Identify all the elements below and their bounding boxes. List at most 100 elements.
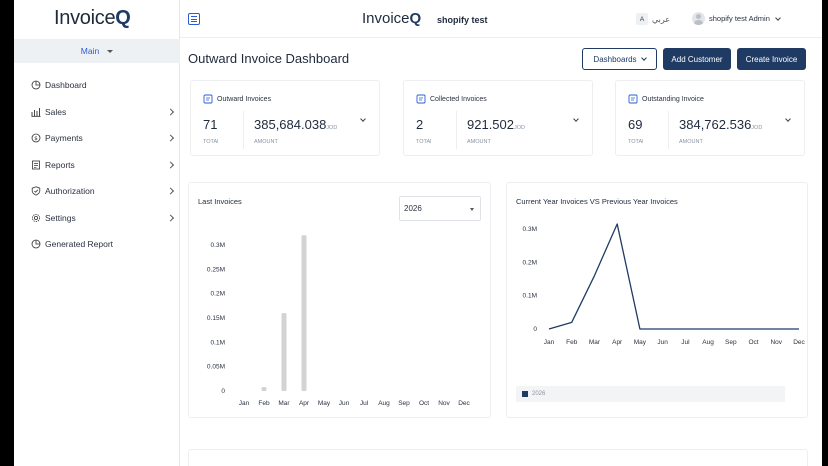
line-chart: 0 0.1M 0.2M 0.3M Jan Feb Mar Apr May Jun Jul Aug Sep…	[523, 223, 806, 346]
header-logo-mark: Q	[409, 10, 422, 27]
x-tick-label: Sep	[398, 400, 410, 407]
card-amount-value: 385,684.038	[254, 117, 327, 132]
card-divider	[243, 111, 244, 149]
language-switch[interactable]: A عربي	[636, 13, 670, 25]
x-tick-label: Apr	[612, 339, 623, 346]
x-tick-label: Mar	[589, 339, 601, 346]
sidebar-menu: Dashboard Sales $ Payments Rep	[14, 72, 180, 258]
app-frame: Invoice Q Main Dashboard Sales	[14, 0, 822, 466]
add-customer-button[interactable]: Add Customer	[663, 48, 731, 70]
create-invoice-button[interactable]: Create Invoice	[737, 48, 806, 70]
x-tick-label: Jan	[239, 400, 250, 407]
card-header: Outstanding Invoice	[628, 94, 704, 104]
y-tick-label: 0.1M	[523, 293, 537, 300]
menu-section-select[interactable]: Main	[14, 39, 180, 63]
y-tick-label: 0.3M	[523, 226, 537, 233]
user-menu[interactable]: shopify test Admin	[692, 12, 781, 25]
sidebar-item-reports[interactable]: Reports	[14, 152, 180, 179]
card-amount: 385,684.038JOD	[254, 117, 337, 132]
x-tick-label: Jun	[339, 400, 350, 407]
sidebar-item-label: Dashboard	[45, 80, 87, 91]
x-tick-label: Feb	[258, 400, 270, 407]
panel-title: Last Invoices	[198, 197, 242, 206]
chart-legend[interactable]: 2026	[516, 386, 785, 402]
chevron-right-icon	[166, 187, 175, 195]
bar	[261, 387, 267, 391]
sidebar-item-label: Authorization	[45, 186, 95, 197]
sidebar-item-label: Settings	[45, 212, 76, 223]
sidebar-item-label: Sales	[45, 106, 67, 117]
sidebar-item-settings[interactable]: Settings	[14, 205, 180, 232]
logo-text: Invoice	[54, 7, 116, 29]
card-title: Outstanding Invoice	[642, 95, 704, 103]
x-tick-label: Apr	[299, 400, 310, 407]
year-select[interactable]: 2026	[399, 196, 481, 221]
y-tick-label: 0.2M	[523, 259, 537, 266]
chevron-right-icon	[166, 108, 175, 116]
language-label: عربي	[652, 14, 671, 24]
card-amount: 921.502JOD	[467, 117, 525, 132]
card-title: Outward Invoices	[217, 95, 272, 103]
card-currency: JOD	[751, 125, 763, 131]
card-count: 69	[628, 117, 643, 132]
settings-icon	[31, 213, 41, 223]
sidebar-item-authorization[interactable]: Authorization	[14, 178, 180, 205]
payments-icon: $	[31, 133, 41, 143]
menu-section-label: Main	[80, 46, 100, 56]
invoice-icon	[416, 94, 426, 104]
card-amount-label: AMOUNT	[254, 139, 278, 145]
x-tick-label: Oct	[748, 339, 758, 346]
language-icon: A	[636, 13, 648, 25]
logo[interactable]: Invoice Q	[54, 7, 131, 29]
sidebar-item-label: Generated Report	[45, 239, 114, 250]
card-count: 2	[416, 117, 424, 132]
dashboards-dropdown-button[interactable]: Dashboards	[582, 48, 657, 70]
x-tick-label: Nov	[438, 400, 450, 407]
x-tick-label: Dec	[793, 339, 805, 346]
chevron-down-icon[interactable]	[573, 116, 579, 122]
top-header: Invoice Q shopify test A عربي shopify te…	[180, 0, 822, 38]
year-select-value: 2026	[404, 204, 422, 213]
card-currency: JOD	[326, 125, 338, 131]
comparison-panel: Current Year Invoices VS Previous Year I…	[506, 182, 808, 418]
panel-title: Current Year Invoices VS Previous Year I…	[516, 197, 678, 206]
card-currency: JOD	[514, 125, 525, 131]
x-tick-label: Aug	[378, 400, 390, 407]
card-count-label: TOTAl	[203, 139, 219, 145]
header-logo-text: Invoice	[362, 10, 410, 27]
chevron-down-icon[interactable]	[360, 116, 366, 122]
card-divider	[456, 111, 457, 149]
chevron-right-icon	[166, 214, 175, 222]
sidebar-item-dashboard[interactable]: Dashboard	[14, 72, 180, 99]
caret-down-icon	[107, 49, 114, 53]
sidebar: Invoice Q Main Dashboard Sales	[14, 0, 180, 466]
menu-toggle-icon[interactable]	[188, 13, 200, 25]
x-tick-label: Jul	[360, 400, 369, 407]
store-name: shopify test	[437, 15, 488, 25]
sidebar-item-sales[interactable]: Sales	[14, 99, 180, 126]
y-tick-label: 0.2M	[211, 291, 225, 298]
header-logo: Invoice Q	[362, 10, 421, 27]
x-tick-label: Aug	[702, 339, 714, 346]
invoice-icon	[203, 94, 213, 104]
card-title: Collected Invoices	[430, 95, 487, 103]
caret-down-icon	[470, 208, 474, 211]
card-header: Collected Invoices	[416, 94, 487, 104]
logo-mark: Q	[115, 7, 131, 29]
sidebar-item-payments[interactable]: $ Payments	[14, 125, 180, 152]
collected-invoices-card: Collected Invoices 2 TOTAl 921.502JOD AM…	[403, 80, 593, 156]
avatar	[692, 12, 705, 25]
bar	[301, 235, 307, 391]
authorization-icon	[31, 186, 41, 196]
sidebar-item-generated-report[interactable]: Generated Report	[14, 231, 180, 258]
legend-swatch	[522, 391, 528, 397]
dashboards-button-label: Dashboards	[593, 54, 637, 64]
chevron-down-icon[interactable]	[785, 116, 791, 122]
reports-icon	[31, 160, 41, 170]
bar-chart: 0 0.05M 0.1M 0.15M 0.2M 0.25M 0.3M Jan Feb Mar Apr…	[207, 235, 471, 407]
x-tick-label: Feb	[566, 339, 578, 346]
card-count-label: TOTAl	[628, 139, 644, 145]
x-tick-label: Jun	[657, 339, 668, 346]
last-invoices-panel: Last Invoices 2026 0 0.05M 0.1M 0.15M 0.2M 0.…	[188, 182, 491, 418]
chevron-down-icon	[775, 14, 781, 21]
